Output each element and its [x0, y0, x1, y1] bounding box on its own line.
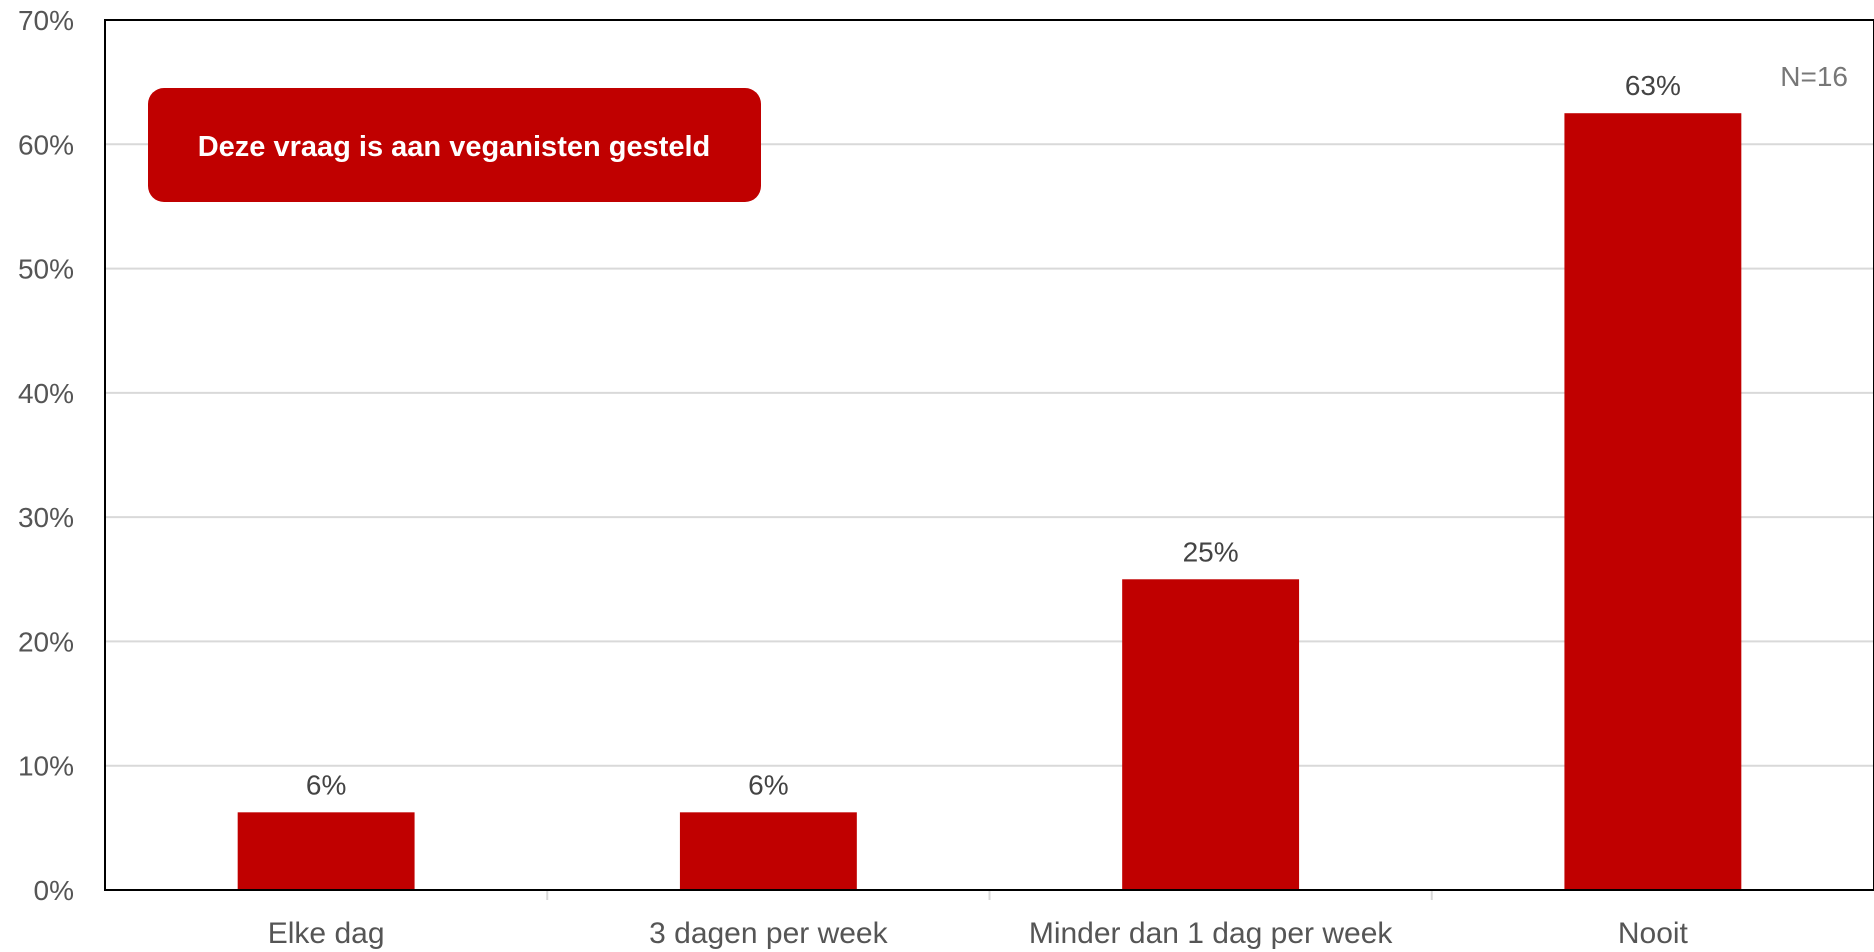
y-tick-label: 20%	[18, 626, 74, 657]
y-tick-label: 40%	[18, 378, 74, 409]
data-label: 63%	[1625, 70, 1681, 101]
x-axis-ticks	[546, 890, 1433, 900]
data-labels: 6% 6% 25% 63%	[306, 70, 1681, 800]
sample-size-label: N=16	[1780, 61, 1848, 92]
bars	[237, 113, 1742, 890]
y-tick-label: 30%	[18, 502, 74, 533]
category-label: Elke dag	[268, 917, 385, 950]
y-tick-label: 10%	[18, 751, 74, 782]
category-label: Minder dan 1 dag per week	[1029, 917, 1394, 950]
data-label: 6%	[306, 769, 346, 800]
y-axis-ticks: 0% 10% 20% 30% 40% 50% 60% 70%	[18, 5, 74, 906]
data-label: 6%	[748, 769, 788, 800]
category-label: Nooit	[1618, 917, 1689, 950]
bar	[1564, 113, 1742, 890]
category-label: 3 dagen per week	[649, 917, 889, 950]
y-tick-label: 0%	[34, 875, 74, 906]
bar	[679, 812, 857, 890]
bar	[1122, 579, 1300, 890]
annotation-text: Deze vraag is aan veganisten gesteld	[198, 131, 711, 163]
y-tick-label: 50%	[18, 254, 74, 285]
plot-frame	[104, 19, 1874, 891]
annotation-callout: Deze vraag is aan veganisten gesteld	[148, 88, 761, 202]
bar	[237, 812, 415, 890]
category-labels: Elke dag 3 dagen per week Minder dan 1 dag…	[268, 917, 1689, 950]
data-label: 25%	[1183, 536, 1239, 567]
y-tick-label: 60%	[18, 129, 74, 160]
annotation-box	[148, 88, 761, 202]
y-tick-label: 70%	[18, 5, 74, 36]
